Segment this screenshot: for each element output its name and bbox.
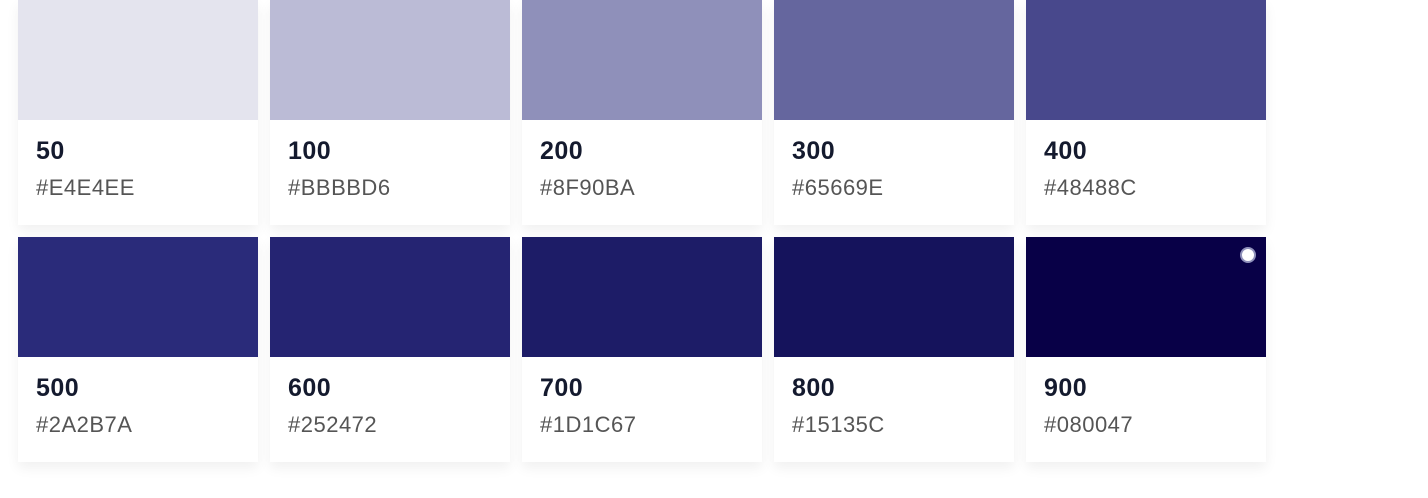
color-swatch-card-300[interactable]: 300 #65669E — [774, 0, 1014, 225]
color-swatch — [774, 237, 1014, 357]
swatch-hex-value: #65669E — [792, 175, 884, 200]
swatch-hex-value: #48488C — [1044, 175, 1137, 200]
color-swatch-card-700[interactable]: 700 #1D1C67 — [522, 237, 762, 462]
color-swatch — [270, 237, 510, 357]
swatch-hex-value: #080047 — [1044, 412, 1134, 437]
color-swatch-card-50[interactable]: 50 #E4E4EE — [18, 0, 258, 225]
swatch-shade-label: 200 — [540, 137, 584, 165]
swatch-hex-value: #252472 — [288, 412, 378, 437]
color-swatch — [1026, 0, 1266, 120]
swatch-hex-value: #2A2B7A — [36, 412, 133, 437]
swatch-shade-label: 900 — [1044, 374, 1088, 402]
color-swatch-card-800[interactable]: 800 #15135C — [774, 237, 1014, 462]
swatch-shade-label: 100 — [288, 137, 332, 165]
color-swatch — [270, 0, 510, 120]
swatch-hex-value: #BBBBD6 — [288, 175, 391, 200]
color-swatch-card-100[interactable]: 100 #BBBBD6 — [270, 0, 510, 225]
color-swatch — [18, 237, 258, 357]
color-swatch-card-600[interactable]: 600 #252472 — [270, 237, 510, 462]
color-swatch — [774, 0, 1014, 120]
color-swatch — [18, 0, 258, 120]
color-swatch — [1026, 237, 1266, 357]
swatch-shade-label: 400 — [1044, 137, 1088, 165]
swatch-hex-value: #1D1C67 — [540, 412, 637, 437]
color-swatch-card-200[interactable]: 200 #8F90BA — [522, 0, 762, 225]
swatch-hex-value: #8F90BA — [540, 175, 636, 200]
color-swatch — [522, 0, 762, 120]
color-palette-grid: 50 #E4E4EE 100 #BBBBD6 200 #8F90BA 300 #65669E 4… — [18, 0, 1266, 462]
color-swatch-card-900[interactable]: 900 #080047 — [1026, 237, 1266, 462]
color-swatch-card-500[interactable]: 500 #2A2B7A — [18, 237, 258, 462]
swatch-hex-value: #15135C — [792, 412, 885, 437]
swatch-shade-label: 500 — [36, 374, 80, 402]
swatch-shade-label: 700 — [540, 374, 584, 402]
color-swatch-card-400[interactable]: 400 #48488C — [1026, 0, 1266, 225]
swatch-shade-label: 600 — [288, 374, 332, 402]
swatch-shade-label: 50 — [36, 137, 65, 165]
color-swatch — [522, 237, 762, 357]
selected-indicator-icon — [1240, 247, 1256, 263]
swatch-shade-label: 300 — [792, 137, 836, 165]
swatch-hex-value: #E4E4EE — [36, 175, 135, 200]
swatch-shade-label: 800 — [792, 374, 836, 402]
